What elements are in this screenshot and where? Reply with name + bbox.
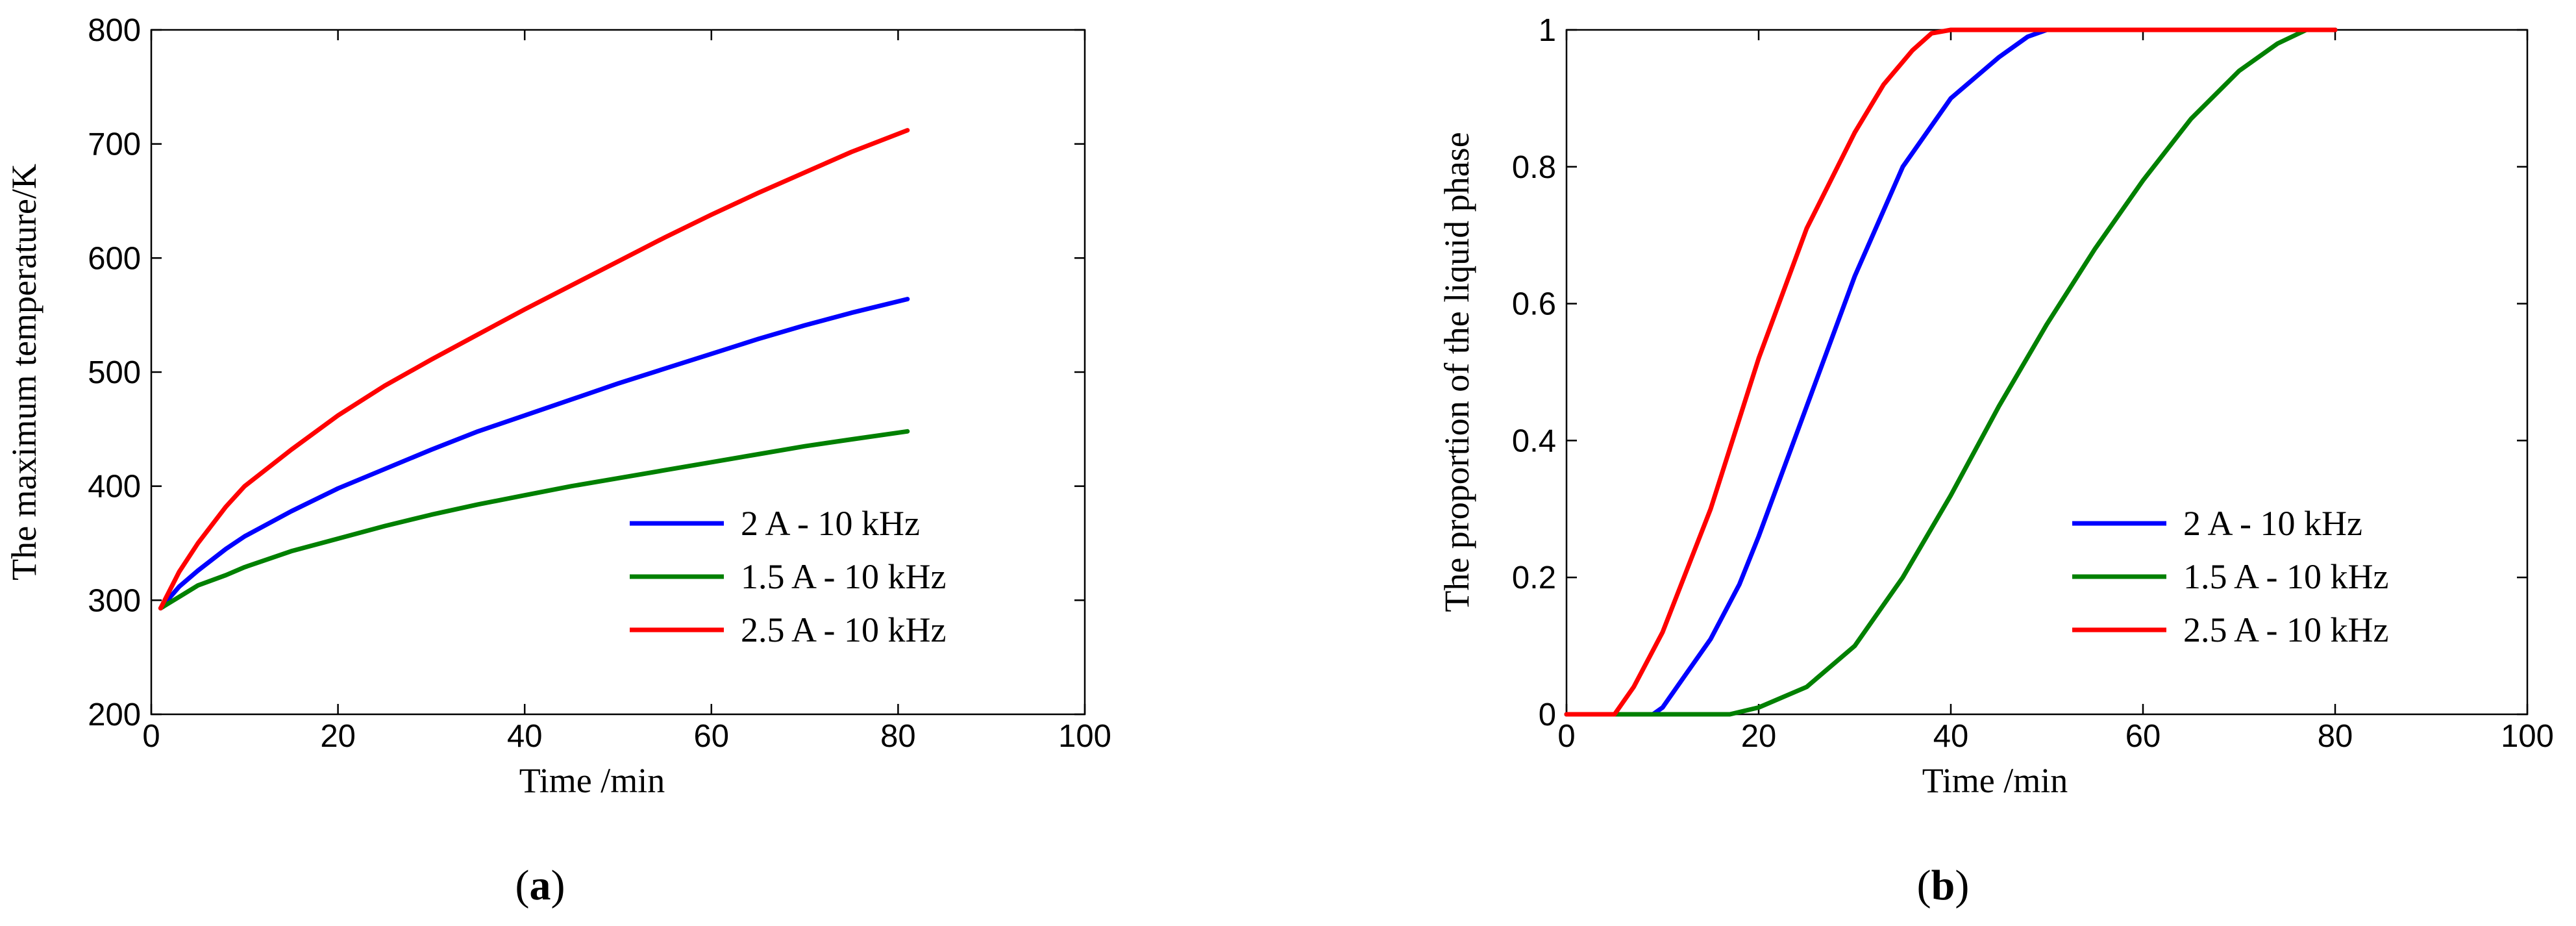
chart-panel-b: 0 20 40 60 80 100 0 0.2 0.4 0.6 0.8 1 2 A - 10 kHz 1… (1437, 13, 2554, 909)
y-tick-label: 200 (88, 697, 141, 732)
x-tick-label: 80 (880, 719, 916, 754)
x-tick-label: 0 (1557, 719, 1575, 754)
series-line-1 (1564, 27, 2338, 717)
caption-close-paren: ) (551, 862, 565, 909)
y-tick-label: 500 (88, 355, 141, 390)
series-line-2 (158, 429, 910, 611)
y-tick-label: 0.4 (1512, 423, 1556, 458)
y-tick-label: 600 (88, 241, 141, 276)
caption-open-paren: ( (1917, 862, 1931, 909)
x-tick-label: 60 (694, 719, 730, 754)
legend-label: 2.5 A - 10 kHz (2183, 610, 2389, 649)
x-tick-label: 0 (142, 719, 160, 754)
legend-label: 1.5 A - 10 kHz (2183, 557, 2389, 596)
caption-close-paren: ) (1955, 862, 1969, 909)
x-tick-label: 100 (2501, 719, 2554, 754)
y-tick-label: 400 (88, 469, 141, 505)
series-line-3 (158, 128, 910, 611)
legend-label: 2 A - 10 kHz (741, 504, 920, 543)
series-line-3 (1564, 27, 2338, 717)
legend-label: 1.5 A - 10 kHz (741, 557, 947, 596)
caption-open-paren: ( (515, 862, 530, 909)
legend-label: 2.5 A - 10 kHz (741, 610, 947, 649)
y-tick-label: 800 (88, 13, 141, 48)
legend-label: 2 A - 10 kHz (2183, 504, 2362, 543)
y-tick-label: 300 (88, 583, 141, 618)
series-line-2 (1564, 27, 2338, 717)
x-tick-label: 20 (1741, 719, 1777, 754)
y-axis-label-b: The proportion of the liquid phase (1437, 132, 1476, 612)
y-tick-label: 0 (1539, 697, 1556, 732)
x-tick-label: 40 (507, 719, 543, 754)
chart-panel-a: 0 20 40 60 80 100 200 300 400 500 600 700 800 2 A - … (5, 13, 1111, 909)
x-axis-label-b: Time /min (1922, 761, 2068, 800)
y-tick-label: 1 (1539, 13, 1556, 48)
x-tick-label: 40 (1933, 719, 1969, 754)
x-tick-label: 80 (2318, 719, 2353, 754)
panel-caption-a: (a) (515, 862, 565, 909)
x-tick-label: 100 (1058, 719, 1111, 754)
plot-area-b (1565, 29, 2529, 716)
y-tick-label: 0.2 (1512, 560, 1556, 595)
series-line-1 (158, 297, 910, 611)
x-tick-label: 20 (320, 719, 356, 754)
plot-area-a (150, 29, 1086, 716)
y-tick-label: 0.8 (1512, 150, 1556, 185)
x-axis-label-a: Time /min (519, 761, 665, 800)
caption-letter: a (530, 862, 551, 909)
x-tick-label: 60 (2125, 719, 2161, 754)
y-tick-label: 700 (88, 127, 141, 162)
y-axis-label-a: The maximum temperature/K (5, 164, 43, 581)
y-tick-label: 0.6 (1512, 287, 1556, 322)
panel-caption-b: (b) (1917, 862, 1970, 909)
caption-letter: b (1931, 862, 1955, 909)
